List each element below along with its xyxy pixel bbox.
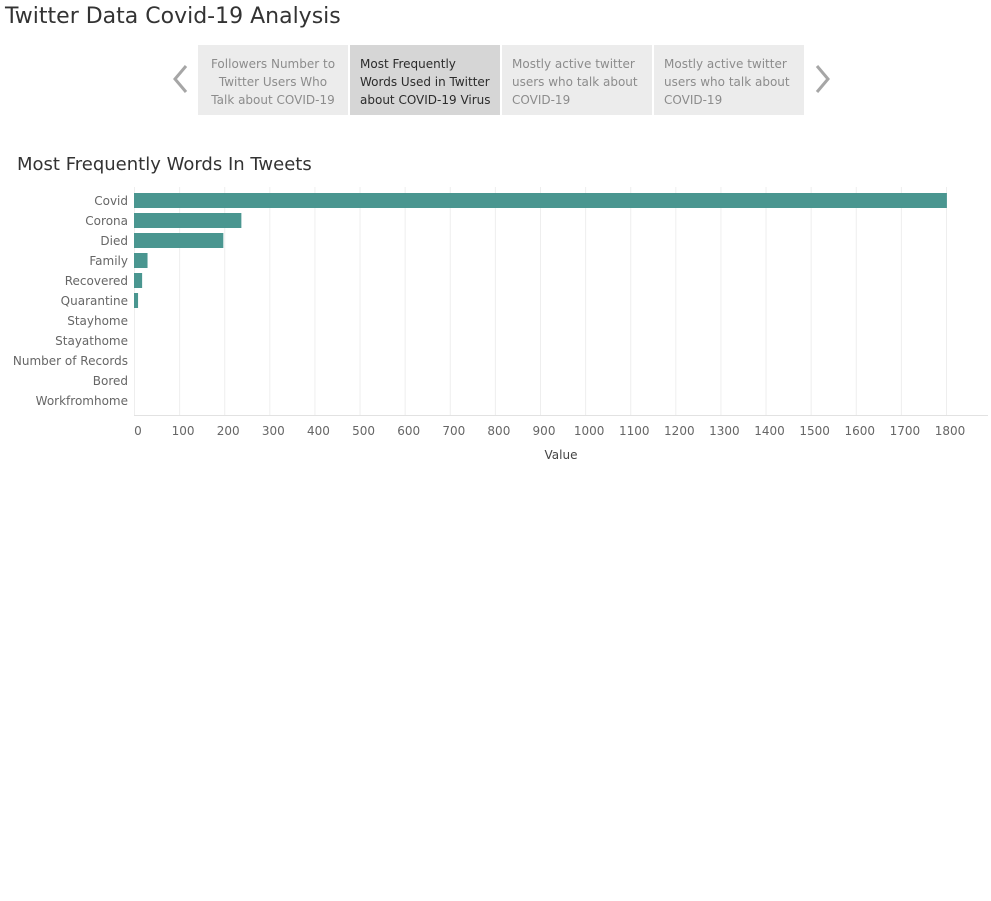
bar bbox=[134, 193, 947, 208]
chart-title: Most Frequently Words In Tweets bbox=[17, 154, 312, 175]
story-point-active-users-1[interactable]: Mostly active twitter users who talk abo… bbox=[502, 45, 652, 115]
tick-label: 1400 bbox=[754, 424, 785, 438]
tick-label: 1200 bbox=[664, 424, 695, 438]
tick-label: 1600 bbox=[845, 424, 876, 438]
tick-label: 900 bbox=[533, 424, 556, 438]
tick-label: 0 bbox=[134, 424, 142, 438]
category-label: Workfromhome bbox=[36, 394, 128, 408]
tick-label: 100 bbox=[172, 424, 195, 438]
tick-label: 1700 bbox=[890, 424, 921, 438]
tick-label: 500 bbox=[352, 424, 375, 438]
bar-chart: Covid Corona Died Family Recovered Quarantine… bbox=[13, 187, 988, 462]
tick-label: 400 bbox=[307, 424, 330, 438]
tick-label: 800 bbox=[487, 424, 510, 438]
story-point-followers[interactable]: Followers Number to Twitter Users Who Ta… bbox=[198, 45, 348, 115]
bar bbox=[134, 253, 148, 268]
tick-label: 1000 bbox=[574, 424, 605, 438]
category-label: Died bbox=[100, 234, 128, 248]
story-title: Twitter Data Covid-19 Analysis bbox=[5, 4, 341, 29]
category-label: Stayathome bbox=[55, 334, 128, 348]
bar bbox=[134, 213, 242, 228]
tick-label: 1800 bbox=[935, 424, 966, 438]
tick-label: 300 bbox=[262, 424, 285, 438]
tick-label: 600 bbox=[397, 424, 420, 438]
bar bbox=[134, 293, 139, 308]
category-label: Family bbox=[89, 254, 128, 268]
category-label: Bored bbox=[93, 374, 128, 388]
category-label: Recovered bbox=[65, 274, 128, 288]
tick-label: 1500 bbox=[799, 424, 830, 438]
tick-label: 1100 bbox=[619, 424, 650, 438]
tick-label: 200 bbox=[217, 424, 240, 438]
category-label: Corona bbox=[85, 214, 128, 228]
bar bbox=[134, 233, 224, 248]
story-point-active-users-2[interactable]: Mostly active twitter users who talk abo… bbox=[654, 45, 804, 115]
category-label: Stayhome bbox=[67, 314, 128, 328]
category-label: Number of Records bbox=[13, 354, 128, 368]
category-label: Quarantine bbox=[61, 294, 128, 308]
tick-label: 700 bbox=[442, 424, 465, 438]
tick-label: 1300 bbox=[709, 424, 740, 438]
bar bbox=[134, 273, 143, 288]
category-label: Covid bbox=[94, 194, 128, 208]
x-axis-title: Value bbox=[545, 448, 578, 462]
story-point-frequent-words[interactable]: Most Frequently Words Used in Twitter ab… bbox=[350, 45, 500, 115]
chevron-right-icon[interactable] bbox=[812, 62, 832, 96]
chevron-left-icon[interactable] bbox=[171, 62, 191, 96]
